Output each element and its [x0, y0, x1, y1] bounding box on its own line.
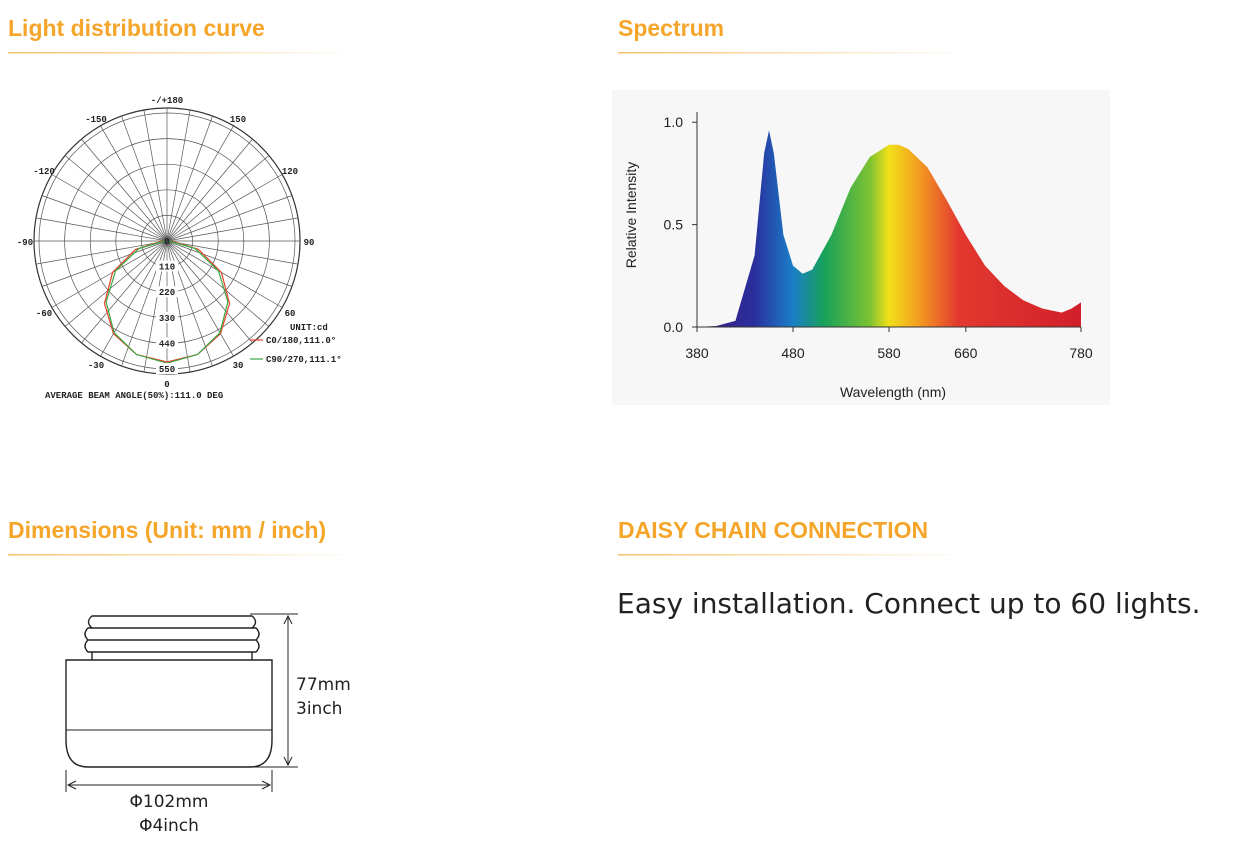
spoke — [51, 240, 168, 308]
intensity-curve — [103, 240, 231, 363]
spoke — [166, 240, 283, 308]
x-tick-label: 780 — [1069, 345, 1093, 361]
spoke — [64, 240, 168, 327]
spoke — [81, 240, 168, 344]
spoke — [35, 240, 168, 265]
dimension-drawing — [65, 613, 298, 792]
spoke — [81, 138, 168, 242]
radial-tick-label: 110 — [159, 263, 175, 273]
thread — [84, 615, 260, 660]
radial-tick-label: 330 — [159, 314, 175, 324]
y-tick-label: 0.0 — [664, 319, 684, 335]
dimension-label: Φ4inch — [139, 816, 199, 836]
heading: Dimensions (Unit: mm / inch) — [8, 517, 326, 543]
angle-tick-label: -30 — [88, 361, 104, 371]
underline — [618, 554, 953, 556]
label-bg — [156, 311, 178, 323]
body-text: Easy installation. Connect up to 60 ligh… — [617, 587, 1201, 620]
heading: Spectrum — [618, 15, 724, 41]
x-tick-label: 480 — [781, 345, 805, 361]
y-tick-label: 0.5 — [664, 217, 684, 233]
spoke — [166, 240, 270, 327]
angle-tick-label: -120 — [33, 167, 55, 177]
spoke — [41, 195, 168, 242]
spoke — [100, 240, 168, 357]
angle-tick-label: 90 — [304, 238, 315, 248]
spoke — [166, 155, 270, 242]
spoke — [166, 240, 299, 265]
width-dimension — [65, 770, 273, 792]
spoke — [35, 217, 168, 242]
spoke — [100, 125, 168, 242]
heading: Light distribution curve — [8, 15, 265, 41]
spoke — [166, 115, 213, 242]
spoke — [166, 240, 253, 344]
dimension-label: 3inch — [296, 699, 342, 719]
spoke — [166, 240, 293, 287]
angle-tick-label: -/+180 — [151, 96, 183, 106]
angle-tick-label: 150 — [230, 115, 246, 125]
spoke — [166, 138, 253, 242]
radial-tick-label: 550 — [159, 365, 175, 375]
underline — [8, 554, 343, 556]
underline — [618, 52, 953, 54]
y-axis-label: Relative Intensity — [623, 162, 639, 269]
radial-tick-label: 0 — [164, 237, 169, 247]
unit-label: UNIT:cd — [290, 323, 328, 333]
label-bg — [156, 337, 178, 349]
angle-tick-label: 60 — [285, 309, 296, 319]
height-dimension — [250, 613, 298, 768]
angle-tick-label: -90 — [17, 238, 33, 248]
spectrum-area — [697, 130, 1081, 327]
spoke — [166, 125, 234, 242]
radial-tick-label: 220 — [159, 288, 175, 298]
angle-tick-label: 30 — [233, 361, 244, 371]
heading: DAISY CHAIN CONNECTION — [618, 517, 928, 543]
angle-tick-label: -60 — [36, 309, 52, 319]
label-bg — [156, 260, 178, 272]
spoke — [166, 195, 293, 242]
spoke — [166, 109, 191, 242]
x-tick-label: 580 — [877, 345, 901, 361]
underline — [8, 52, 343, 54]
dimension-label: Φ102mm — [130, 792, 209, 812]
radial-tick-label: 440 — [159, 339, 175, 349]
spoke — [121, 115, 168, 242]
label-bg — [156, 363, 178, 374]
spoke — [64, 155, 168, 242]
x-axis-label: Wavelength (nm) — [840, 384, 946, 400]
spoke — [166, 174, 283, 242]
legend-label: C0/180,111.0° — [266, 336, 336, 346]
angle-tick-label: 120 — [282, 167, 298, 177]
angle-tick-label: -150 — [85, 115, 107, 125]
y-tick-label: 1.0 — [664, 114, 684, 130]
spoke — [166, 217, 299, 242]
note: AVERAGE BEAM ANGLE(50%):111.0 DEG — [45, 391, 223, 401]
spoke — [166, 240, 234, 357]
angle-tick-label: 0 — [164, 380, 169, 390]
legend-label: C90/270,111.1° — [266, 355, 342, 365]
body — [65, 659, 273, 768]
spoke — [41, 240, 168, 287]
spoke — [143, 109, 168, 242]
x-tick-label: 380 — [685, 345, 709, 361]
label-bg — [156, 286, 178, 298]
x-tick-label: 660 — [954, 345, 978, 361]
dimension-label: 77mm — [296, 675, 351, 695]
spoke — [51, 174, 168, 242]
